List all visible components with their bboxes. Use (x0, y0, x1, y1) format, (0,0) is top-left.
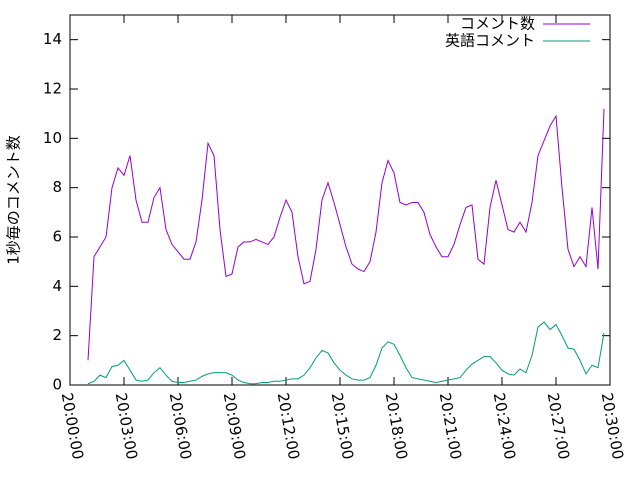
y-axis-label: 1秒毎のコメント数 (5, 135, 23, 265)
data-line (87, 108, 605, 361)
x-tick-label: 20:09:00 (220, 391, 249, 460)
x-tick-label: 20:27:00 (544, 391, 573, 460)
y-tick-label: 2 (52, 326, 62, 344)
y-tick-label: 10 (43, 129, 62, 147)
x-tick-label: 20:12:00 (274, 391, 303, 460)
y-tick-label: 12 (43, 80, 62, 98)
x-tick-label: 20:06:00 (166, 391, 195, 460)
y-tick-label: 6 (52, 228, 62, 246)
x-tick-label: 20:24:00 (490, 391, 519, 460)
x-tick-label: 20:15:00 (328, 391, 357, 460)
x-tick-label: 20:18:00 (382, 391, 411, 460)
plot-frame (69, 14, 611, 386)
legend-label: コメント数 (460, 15, 535, 33)
y-tick-label: 8 (52, 178, 62, 196)
x-tick-label: 20:21:00 (436, 391, 465, 460)
legend-label: 英語コメント (445, 32, 535, 50)
x-tick-label: 20:03:00 (112, 391, 141, 460)
y-tick-label: 4 (52, 277, 62, 295)
data-line (87, 321, 605, 385)
y-tick-label: 14 (43, 30, 62, 48)
y-tick-label: 0 (52, 376, 62, 394)
x-tick-label: 20:00:00 (58, 391, 87, 460)
x-tick-label: 20:30:00 (598, 391, 627, 460)
